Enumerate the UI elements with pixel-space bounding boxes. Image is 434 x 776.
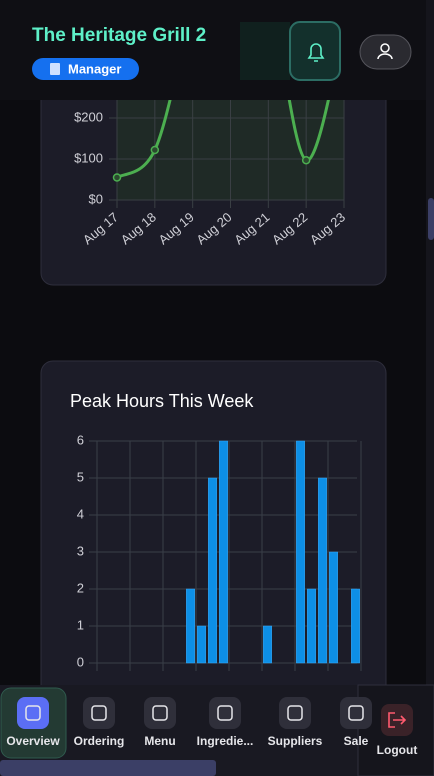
header-glow <box>240 22 290 80</box>
bar <box>208 477 217 664</box>
profile-icon <box>377 53 393 60</box>
y-tick-label: 5 <box>77 469 84 484</box>
y-tick-label: 3 <box>77 543 84 558</box>
profile-icon <box>380 43 390 53</box>
bar <box>186 588 195 664</box>
nav-icon[interactable] <box>144 697 176 729</box>
y-tick-label: 4 <box>77 506 84 521</box>
bar <box>351 588 360 664</box>
y-tick-label: 6 <box>77 432 84 447</box>
scrollbar-thumb <box>428 198 434 240</box>
nav-glyph <box>348 705 364 721</box>
title: The Heritage Grill 2 <box>32 25 206 46</box>
nav-icon[interactable] <box>279 697 311 729</box>
bar <box>296 440 305 664</box>
y-tick-label: 0 <box>77 654 84 669</box>
nav-label: Ordering <box>74 734 125 748</box>
bar <box>329 551 338 664</box>
nav-icon[interactable] <box>340 697 372 729</box>
point <box>112 173 122 182</box>
nav-icon[interactable] <box>83 697 115 729</box>
nav-glyph <box>287 705 303 721</box>
role: Manager <box>68 61 121 76</box>
bell-icon <box>307 43 325 62</box>
y-tick-label: $200 <box>74 109 103 124</box>
bar <box>219 440 228 664</box>
scrollbar-track <box>426 0 434 685</box>
y-tick-label: 2 <box>77 580 84 595</box>
logout-label: Logout <box>377 743 418 757</box>
nav-label: Sale <box>344 734 369 748</box>
y-tick-label: $100 <box>74 150 103 165</box>
bar <box>318 477 327 664</box>
point <box>150 145 160 155</box>
nav-glyph <box>91 705 107 721</box>
chart-title: Peak Hours This Week <box>70 391 254 411</box>
point <box>301 155 311 165</box>
bar <box>197 625 206 664</box>
nav-glyph <box>25 705 41 721</box>
header <box>0 0 426 100</box>
nav-label: Menu <box>144 734 175 748</box>
nav-label: Suppliers <box>268 734 323 748</box>
nav-label: Ingredie... <box>197 734 254 748</box>
bar <box>263 625 272 664</box>
role-icon <box>50 63 60 75</box>
nav-icon[interactable] <box>17 697 49 729</box>
nav-label: Overview <box>6 734 60 748</box>
h-scroll-thumb <box>0 760 216 776</box>
notifications[interactable] <box>289 21 341 81</box>
nav-glyph <box>217 705 233 721</box>
y-tick-label: 1 <box>77 617 84 632</box>
nav-glyph <box>152 705 168 721</box>
bar <box>307 588 316 664</box>
y-tick-label: $0 <box>89 191 103 206</box>
nav-icon[interactable] <box>209 697 241 729</box>
logout-glyph <box>388 712 407 728</box>
